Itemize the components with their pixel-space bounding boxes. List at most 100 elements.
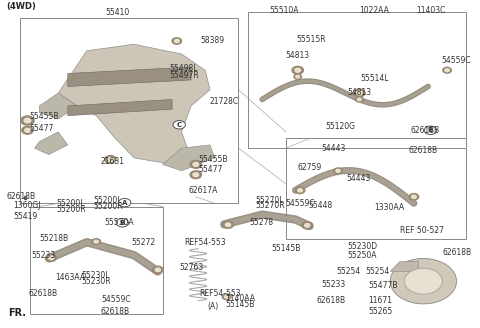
Text: 58389: 58389 (201, 36, 225, 45)
Polygon shape (58, 44, 210, 164)
Text: B: B (428, 127, 433, 133)
Text: 55200R: 55200R (94, 202, 123, 211)
Text: 1140AA: 1140AA (225, 294, 255, 302)
Text: 55145B: 55145B (225, 300, 254, 309)
Text: A: A (122, 200, 127, 206)
Circle shape (225, 295, 229, 298)
Text: 62618B: 62618B (101, 307, 130, 316)
Text: 62759: 62759 (298, 163, 322, 172)
Text: 1330AA: 1330AA (374, 203, 404, 212)
Circle shape (305, 224, 310, 227)
Circle shape (193, 162, 199, 166)
Circle shape (295, 68, 300, 72)
Text: 55254: 55254 (366, 267, 390, 276)
Text: 55278: 55278 (249, 218, 273, 227)
Circle shape (302, 222, 312, 229)
Text: 1463AA: 1463AA (55, 274, 85, 282)
Circle shape (298, 189, 302, 192)
Text: REF 50-527: REF 50-527 (400, 226, 444, 236)
Text: 55498L: 55498L (170, 64, 198, 73)
Circle shape (173, 121, 185, 129)
Circle shape (24, 118, 31, 123)
Polygon shape (68, 67, 191, 87)
Circle shape (334, 168, 342, 174)
Text: 1022AA: 1022AA (360, 6, 389, 15)
Circle shape (172, 38, 181, 44)
Text: 62618B: 62618B (410, 126, 439, 135)
Polygon shape (390, 262, 419, 272)
Bar (30, 207, 163, 314)
Circle shape (119, 198, 131, 207)
Text: 1360GJ: 1360GJ (13, 201, 41, 210)
Text: 55218B: 55218B (39, 234, 69, 243)
Circle shape (411, 195, 416, 198)
Text: 52763: 52763 (179, 263, 204, 272)
Circle shape (358, 98, 361, 101)
Circle shape (22, 126, 33, 134)
Circle shape (356, 97, 363, 102)
Text: 55250A: 55250A (348, 251, 377, 260)
Circle shape (116, 218, 129, 227)
Circle shape (193, 173, 199, 177)
Circle shape (174, 39, 179, 43)
Text: (4WD): (4WD) (6, 3, 36, 11)
Text: 55230R: 55230R (81, 277, 111, 286)
Circle shape (190, 160, 202, 168)
Polygon shape (35, 132, 68, 154)
Text: 55419: 55419 (13, 212, 37, 221)
Circle shape (222, 294, 231, 300)
Circle shape (295, 187, 305, 194)
Text: 55265: 55265 (368, 307, 393, 316)
Circle shape (354, 89, 365, 97)
Bar (248, 12, 466, 148)
Text: 54559C: 54559C (442, 56, 471, 65)
Text: 11403C: 11403C (416, 6, 445, 15)
Circle shape (190, 171, 202, 179)
Text: 55233: 55233 (322, 280, 346, 289)
Bar (20, 18, 239, 203)
Circle shape (424, 126, 437, 134)
Circle shape (296, 75, 300, 78)
Text: 55477: 55477 (29, 124, 53, 133)
Text: REF54-553: REF54-553 (200, 289, 241, 298)
Text: 54443: 54443 (347, 174, 371, 183)
Text: 55455B: 55455B (198, 155, 228, 164)
Bar (286, 138, 466, 239)
Circle shape (336, 169, 340, 172)
Text: 55254: 55254 (336, 267, 360, 276)
Text: 55510A: 55510A (269, 6, 299, 15)
Circle shape (443, 67, 451, 73)
Circle shape (24, 128, 30, 132)
Circle shape (409, 194, 419, 200)
Text: 55272: 55272 (132, 238, 156, 247)
Text: 55145B: 55145B (272, 244, 301, 253)
Circle shape (46, 254, 56, 261)
Circle shape (92, 239, 100, 244)
Text: 55230L: 55230L (81, 271, 109, 280)
Circle shape (155, 268, 160, 272)
Text: 54559C: 54559C (101, 295, 131, 304)
Text: 55477: 55477 (198, 165, 223, 174)
Circle shape (405, 268, 443, 294)
Text: 21728C: 21728C (209, 96, 238, 106)
Text: 55455B: 55455B (29, 112, 59, 121)
Text: 55497R: 55497R (170, 71, 200, 80)
Text: 54813: 54813 (285, 51, 309, 60)
Text: 55200L: 55200L (94, 196, 122, 205)
Text: C: C (177, 122, 182, 128)
Circle shape (94, 240, 98, 243)
Polygon shape (39, 93, 77, 119)
Text: 62618B: 62618B (317, 296, 346, 305)
Text: 55270R: 55270R (255, 201, 285, 210)
Text: 55200L: 55200L (56, 199, 84, 209)
Circle shape (390, 258, 456, 304)
Text: 55514L: 55514L (361, 73, 389, 83)
Circle shape (357, 91, 362, 95)
Circle shape (48, 256, 54, 259)
Text: 54559C: 54559C (285, 199, 314, 209)
Text: 55200R: 55200R (56, 205, 85, 214)
Text: 55515R: 55515R (296, 35, 326, 44)
Text: 11671: 11671 (368, 296, 392, 305)
Circle shape (445, 69, 449, 72)
Circle shape (153, 266, 163, 274)
